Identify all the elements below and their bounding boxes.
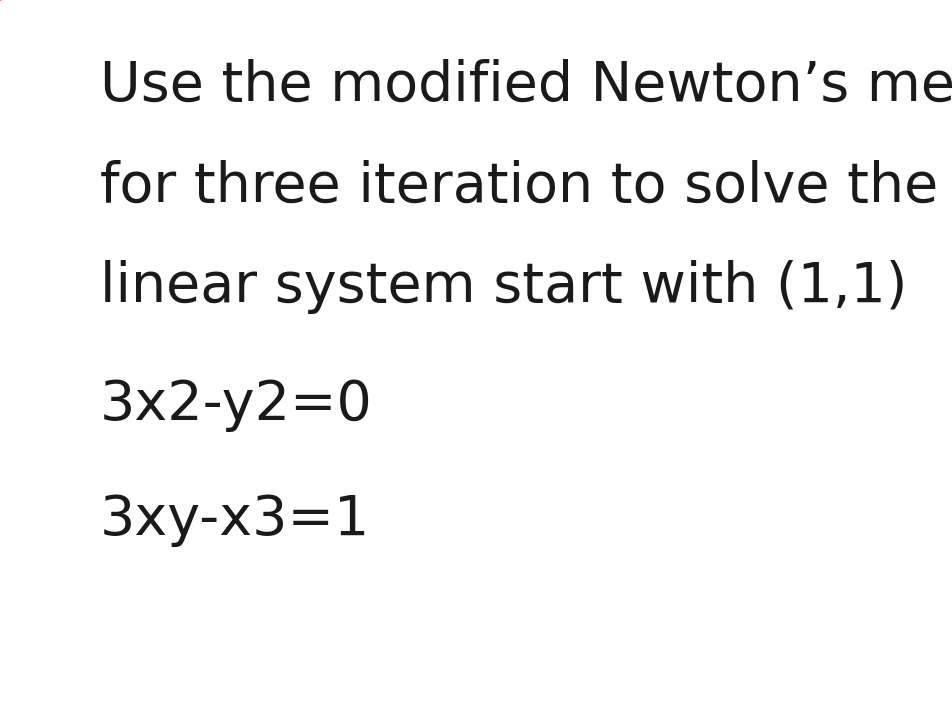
Text: for three iteration to solve the non-: for three iteration to solve the non- [100, 159, 952, 214]
Circle shape [0, 0, 38, 4]
Text: linear system start with (1,1): linear system start with (1,1) [100, 260, 906, 314]
Text: 3x2-y2=0: 3x2-y2=0 [100, 378, 372, 432]
Text: 3xy-x3=1: 3xy-x3=1 [100, 493, 370, 547]
Text: Use the modified Newton’s method: Use the modified Newton’s method [100, 59, 952, 113]
